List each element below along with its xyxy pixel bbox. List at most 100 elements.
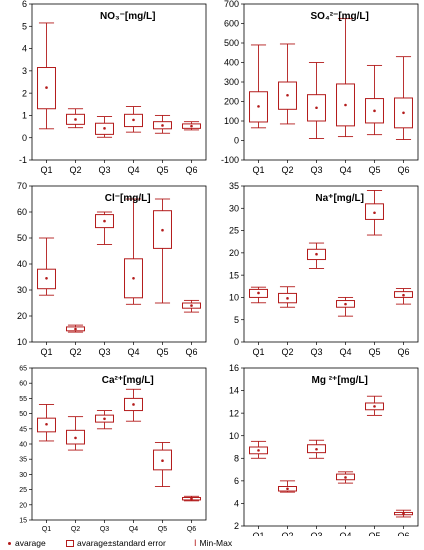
mean-point (402, 111, 405, 115)
y-tick-label: 70 (17, 181, 27, 191)
chart-panel-2: -100 0 100 200 300 400 500 600 700 Q1 Q2 Q3 Q4 Q5 Q6 SO… (221, 0, 419, 175)
box-q3 (307, 242, 326, 269)
y-tick-label: 25 (19, 487, 27, 494)
mean-point (315, 106, 318, 110)
plot-frame (31, 185, 207, 343)
box-q6 (394, 288, 413, 305)
mean-point (103, 127, 106, 130)
mean-point (373, 405, 376, 408)
y-tick-label: 0 (234, 337, 239, 347)
mean-point (373, 109, 376, 113)
x-tick-label: Q3 (310, 165, 322, 175)
box-q1 (249, 440, 268, 459)
y-tick-label: 35 (19, 457, 27, 464)
x-tick-label: Q4 (339, 165, 351, 175)
y-tick-label: 100 (224, 116, 239, 126)
chart-title: NO₃⁻[mg/L] (100, 11, 155, 22)
box-q4 (336, 471, 355, 484)
box-q2 (66, 324, 85, 333)
box-q5 (365, 64, 384, 136)
mean-point (286, 297, 289, 300)
y-tick-label: 5 (22, 21, 27, 31)
mean-point (132, 277, 135, 280)
x-tick-label: Q1 (252, 531, 264, 536)
legend-min-max-label: Min-Max (199, 538, 233, 548)
x-tick-label: Q1 (252, 347, 264, 357)
mean-point (402, 293, 405, 297)
y-tick-label: 5 (234, 315, 239, 325)
x-tick-label: Q1 (252, 165, 264, 175)
mean-point (45, 422, 48, 426)
box-q6 (394, 56, 413, 140)
x-tick-label: Q4 (339, 531, 351, 536)
chart-panel-5: 15 20 25 30 35 40 45 50 55 60 65 Q1 Q2 Q3 Q4 Q5 Q6 Ca²⁺[m… (19, 365, 207, 533)
mean-point (344, 103, 347, 107)
x-tick-label: Q2 (69, 165, 81, 175)
x-tick-label: Q6 (187, 526, 196, 533)
legend-standard-error-label: avarage±standard error (77, 538, 166, 548)
x-tick-label: Q5 (368, 165, 380, 175)
x-tick-label: Q6 (185, 165, 197, 175)
x-tick-label: Q4 (127, 165, 139, 175)
y-tick-label: 500 (224, 38, 239, 48)
mean-point (402, 512, 405, 515)
y-tick-label: 4 (234, 499, 239, 509)
y-tick-label: 55 (19, 396, 27, 403)
chart-title: SO₄²⁻[mg/L] (311, 11, 369, 22)
y-tick-label: 10 (229, 431, 239, 441)
box-q2 (278, 43, 297, 125)
mean-point (344, 302, 347, 306)
y-tick-label: 700 (224, 0, 239, 9)
y-tick-label: 40 (19, 441, 27, 448)
x-tick-label: Q5 (158, 526, 167, 533)
y-tick-label: 0 (234, 136, 239, 146)
x-tick-label: Q1 (40, 165, 52, 175)
x-tick-label: Q3 (98, 165, 110, 175)
y-tick-label: 300 (224, 77, 239, 87)
box-q6 (182, 495, 201, 502)
box-q1 (37, 404, 56, 442)
mean-point (257, 291, 260, 295)
mean-point (315, 252, 318, 256)
x-tick-label: Q6 (185, 347, 197, 357)
y-tick-label: 600 (224, 19, 239, 29)
y-tick-label: -1 (19, 155, 27, 165)
x-tick-label: Q2 (69, 347, 81, 357)
box-q1 (37, 237, 56, 296)
legend-average-label: avarage (15, 538, 46, 548)
x-tick-label: Q3 (310, 347, 322, 357)
mean-point (74, 327, 77, 331)
y-tick-label: 14 (229, 386, 239, 396)
y-tick-label: 35 (229, 181, 239, 191)
plot-frame (31, 367, 207, 521)
box-q3 (95, 116, 114, 138)
mean-point (286, 93, 289, 97)
box-q2 (66, 416, 85, 451)
y-tick-label: 10 (17, 337, 27, 347)
box-q5 (153, 198, 172, 304)
x-tick-label: Q3 (310, 531, 322, 536)
y-tick-label: 400 (224, 58, 239, 68)
min-max-whisker-icon: I (194, 538, 197, 548)
y-tick-label: 0 (22, 133, 27, 143)
box-q4 (124, 106, 143, 133)
chart-title: Cl⁻[mg/L] (105, 193, 151, 204)
box-q2 (278, 480, 297, 493)
box-q1 (249, 286, 268, 304)
plot-frame (243, 3, 419, 161)
chart-panel-3: 10 20 30 40 50 60 70 Q1 Q2 Q3 Q4 Q5 Q6 Cl⁻[mg/L] (17, 181, 207, 357)
mean-point (74, 118, 77, 121)
y-tick-label: 200 (224, 97, 239, 107)
y-tick-label: 2 (234, 521, 239, 531)
y-tick-label: 20 (229, 248, 239, 258)
y-tick-label: 3 (22, 66, 27, 76)
plot-frame (243, 185, 419, 343)
y-tick-label: 4 (22, 44, 27, 54)
mean-point (190, 124, 193, 128)
legend-standard-error: avarage±standard error (66, 538, 166, 548)
mean-point (132, 118, 135, 122)
plot-frame (31, 3, 207, 161)
x-tick-label: Q4 (127, 347, 139, 357)
mean-point (161, 459, 164, 463)
box-q5 (153, 442, 172, 488)
